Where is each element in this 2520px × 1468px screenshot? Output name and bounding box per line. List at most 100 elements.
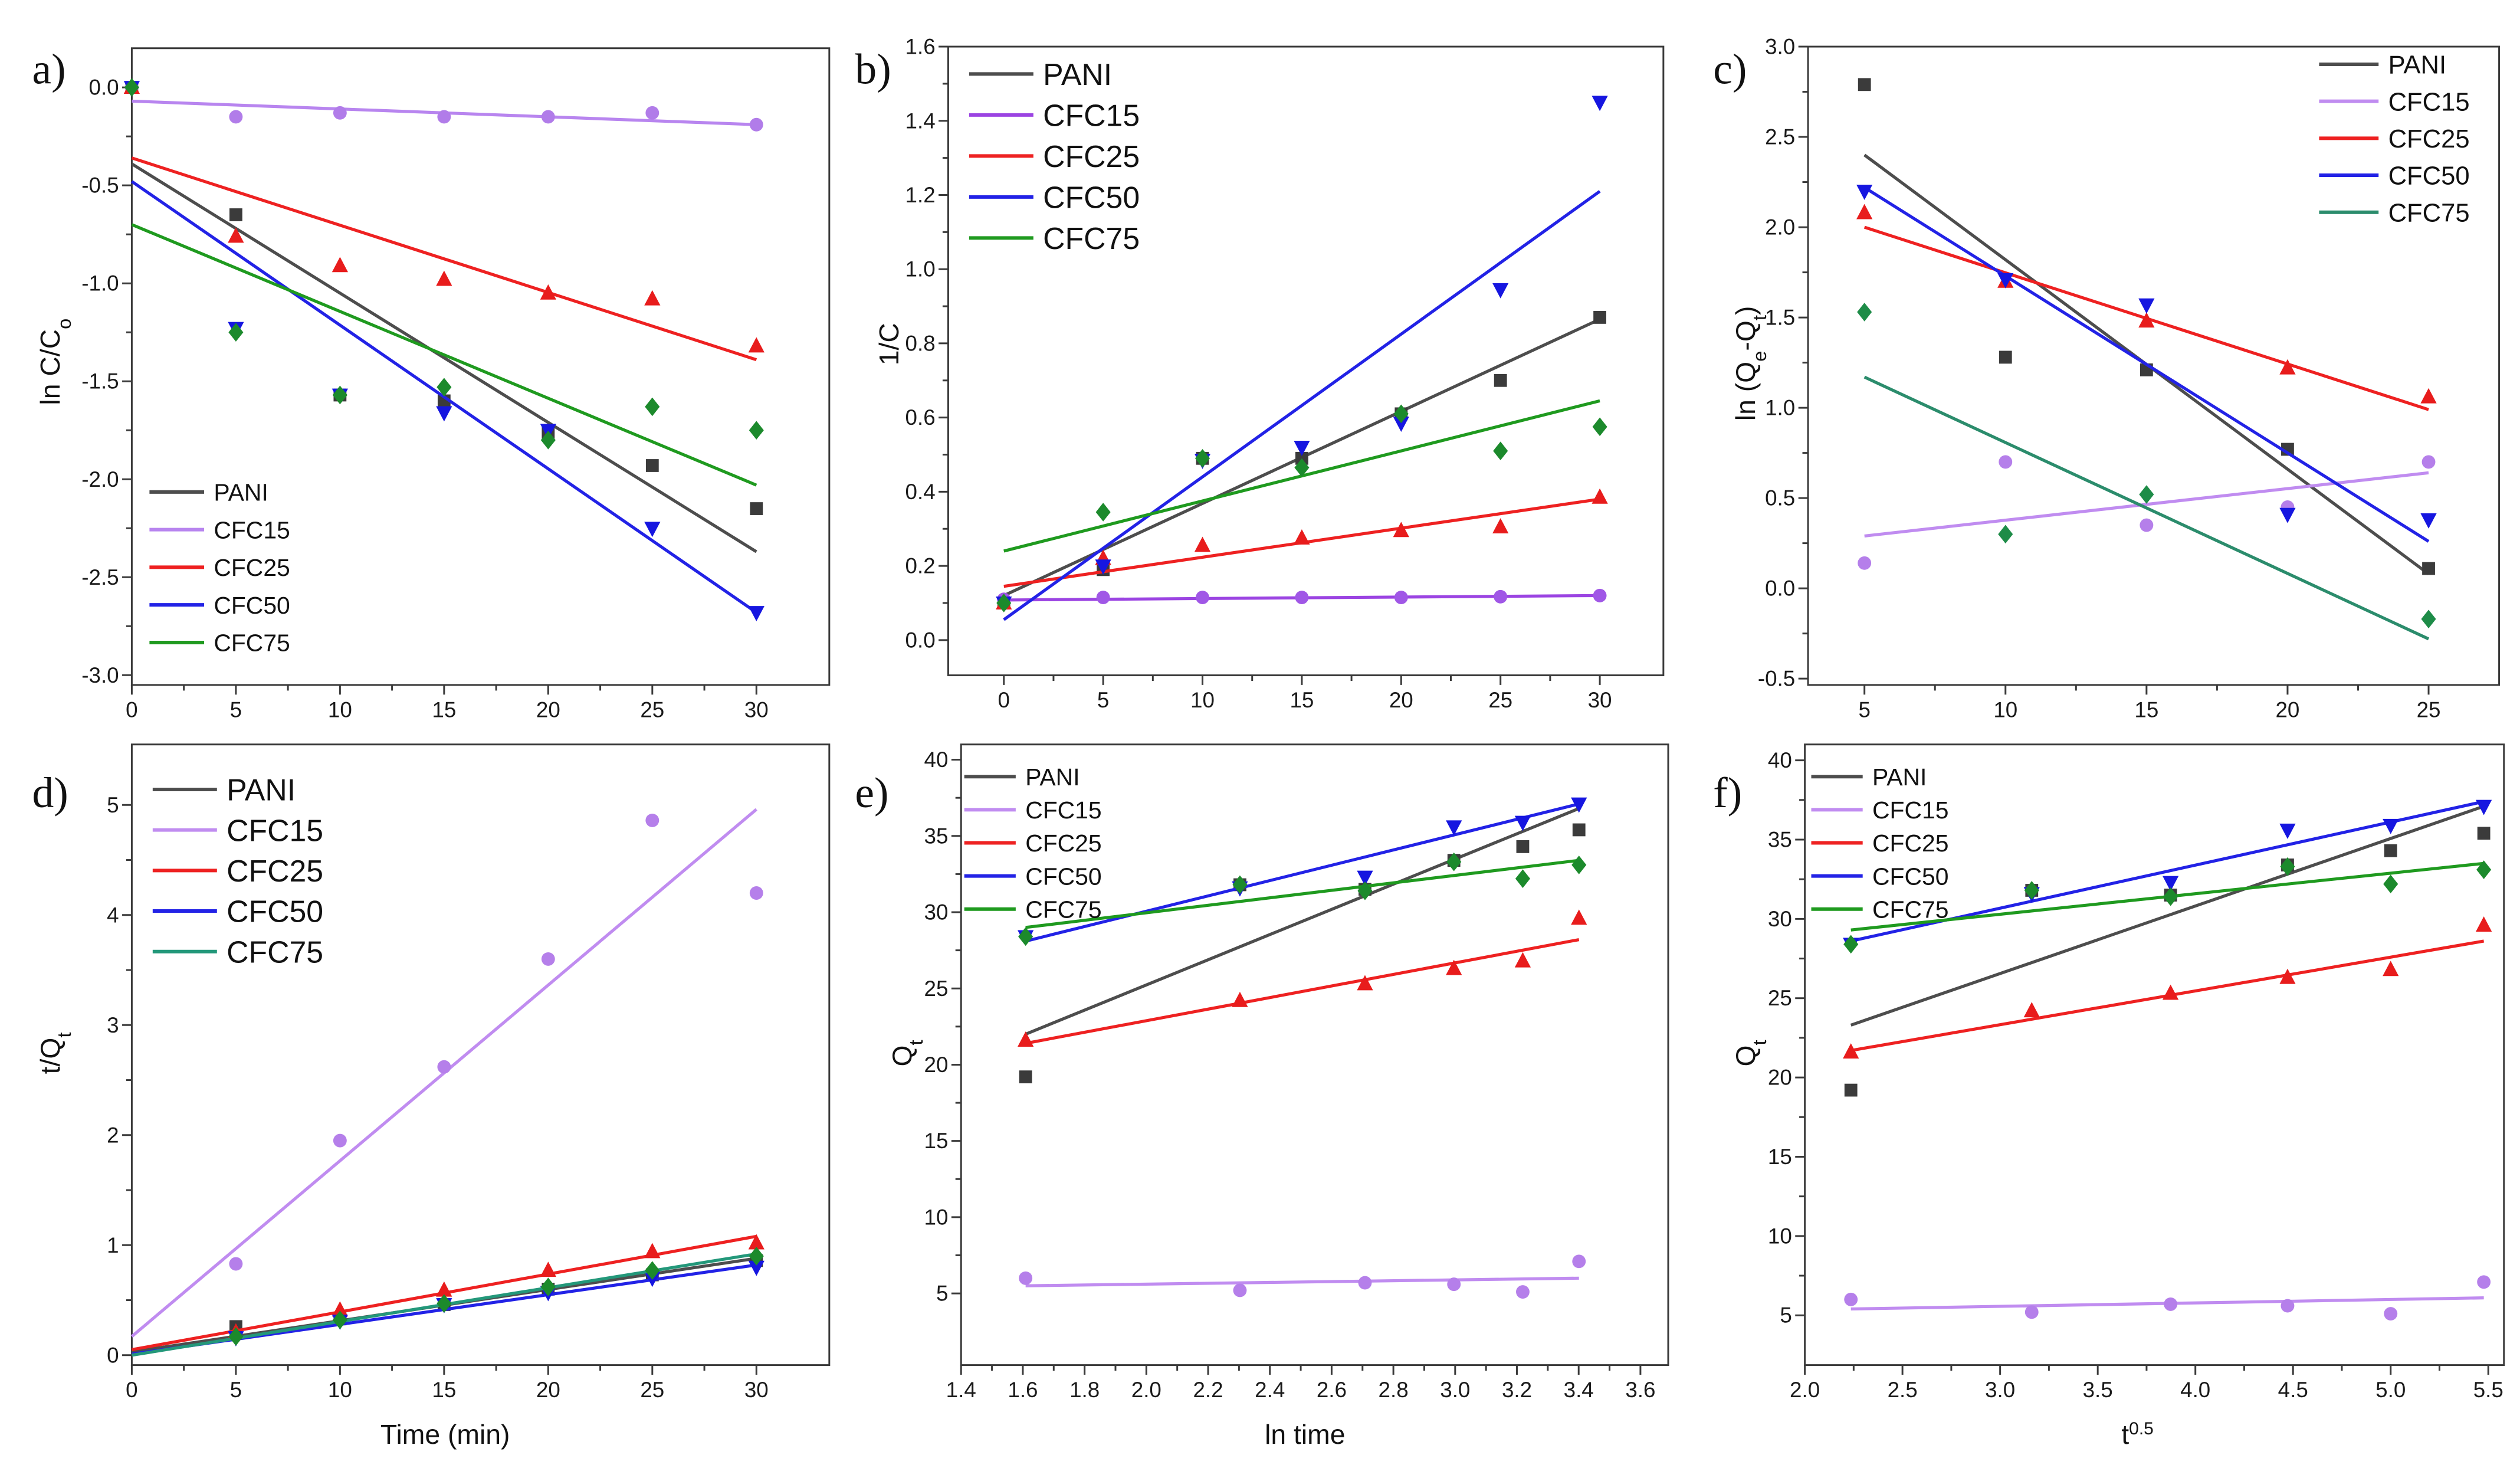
legend-label-cfc50: CFC50 (1043, 180, 1140, 214)
y-tick-label: 0.0 (89, 76, 119, 100)
cfc75-data-point (1843, 935, 1859, 954)
cfc50-data-point (748, 606, 764, 622)
x-tick-label: 4.5 (2278, 1378, 2308, 1402)
cfc50-data-point (1446, 820, 1462, 836)
cfc15-data-point (1844, 1292, 1858, 1306)
y-tick-label: 35 (924, 824, 949, 848)
cfc15-data-point (1358, 1276, 1372, 1290)
cfc75-data-point (437, 1294, 452, 1313)
y-tick-label: -1.5 (81, 369, 119, 394)
legend-label-cfc75: CFC75 (214, 630, 290, 657)
x-tick-label: 3.2 (1502, 1378, 1532, 1402)
cfc15-data-point (1394, 591, 1408, 604)
cfc75-data-point (2383, 874, 2398, 894)
cfc75-data-point (540, 1277, 556, 1296)
y-tick-label: 0.4 (905, 480, 936, 504)
y-axis-label-part: t (1748, 1040, 1770, 1045)
legend-label-pani: PANI (1872, 764, 1927, 791)
y-axis-label: Qt (1730, 1040, 1770, 1066)
pani-data-point (750, 502, 763, 515)
legend: PANI CFC15 CFC25 CFC50 CFC75 (969, 57, 1140, 255)
x-tick-label: 5.0 (2375, 1378, 2406, 1402)
panel-label: b) (855, 45, 891, 93)
x-tick-label: 15 (432, 1378, 456, 1402)
x-tick-label: 15 (432, 697, 456, 722)
cfc25-fit-line (131, 156, 757, 362)
x-axis-label: ln time (1265, 1419, 1345, 1450)
legend-label-pani: PANI (227, 773, 296, 807)
legend-label-cfc15: CFC15 (1025, 797, 1101, 824)
cfc50-data-point (2279, 823, 2296, 839)
y-tick-label: 20 (1768, 1066, 1792, 1090)
cfc25-data-point (748, 1234, 764, 1250)
series-cfc75 (131, 1247, 764, 1357)
cfc75-fit-line (1863, 375, 2430, 641)
cfc75-data-point (1446, 852, 1462, 871)
cfc50-data-point (2279, 507, 2296, 523)
cfc50-data-point (1856, 184, 1873, 200)
cfc25-data-point (748, 337, 764, 353)
legend-label-cfc50: CFC50 (1025, 863, 1101, 890)
cfc75-data-point (2421, 610, 2436, 628)
x-tick-label: 15 (1289, 688, 1314, 712)
panel-e: 1.4 1.6 1.8 2.0 2.2 2.4 2.6 2.8 3.0 3.2 3.4 3.6 5 10 1… (855, 743, 1669, 1450)
panel-label: f) (1713, 768, 1742, 817)
x-tick-label: 5 (230, 1378, 242, 1402)
legend-label-pani: PANI (214, 479, 268, 506)
y-tick-label: 0.8 (905, 331, 936, 355)
cfc15-data-point (2384, 1307, 2398, 1320)
y-tick-label: 30 (924, 900, 949, 925)
cfc25-data-point (1393, 522, 1409, 538)
y-tick-label: 5 (936, 1282, 948, 1306)
x-tick-label: 10 (328, 697, 352, 722)
series-cfc25 (131, 1234, 764, 1352)
cfc75-fit-line (1025, 858, 1580, 929)
legend-label-cfc15: CFC15 (2388, 88, 2470, 116)
x-tick-label: 10 (1993, 697, 2017, 722)
x-tick-label: 2.5 (1888, 1378, 1918, 1402)
cfc75-data-point (2024, 881, 2039, 900)
cfc75-data-point (1571, 856, 1587, 874)
cfc50-data-point (1571, 797, 1587, 813)
x-tick-label: 5 (230, 697, 242, 722)
y-axis-label-part: t/Q (35, 1038, 65, 1074)
panel-b: 0 5 10 15 20 25 30 0.0 0.2 0.4 0.6 0.8 1.0 1.2 1.4 1.6 P… (855, 35, 1665, 712)
y-axis-label: 1/C (874, 323, 904, 365)
y-axis-label-part: t (904, 1040, 926, 1045)
x-axis-label-part: ln time (1265, 1419, 1345, 1450)
cfc25-data-point (540, 1261, 556, 1277)
cfc75-data-point (1294, 458, 1310, 477)
x-axis-label: Time (min) (380, 1419, 510, 1450)
cfc25-data-point (2163, 984, 2179, 1000)
series-cfc15 (124, 80, 763, 132)
cfc15-fit-line (1025, 1276, 1579, 1287)
legend-label-cfc25: CFC25 (227, 854, 323, 888)
series-cfc75 (996, 399, 1607, 612)
cfc75-data-point (2476, 860, 2492, 879)
x-tick-label: 20 (536, 1378, 560, 1402)
cfc15-data-point (1593, 588, 1607, 602)
legend-label-cfc50: CFC50 (2388, 162, 2470, 191)
y-axis-label: t/Qt (35, 1032, 74, 1074)
x-tick-label: 25 (1488, 688, 1512, 712)
x-tick-label: 3.0 (1440, 1378, 1470, 1402)
legend-label-pani: PANI (1043, 57, 1112, 91)
cfc50-data-point (1393, 417, 1409, 432)
cfc15-data-point (1196, 591, 1209, 604)
cfc25-data-point (1018, 1031, 1034, 1047)
pani-data-point (2384, 844, 2397, 857)
cfc75-data-point (1095, 503, 1111, 522)
x-tick-label: 25 (640, 697, 664, 722)
y-tick-label: 40 (1768, 748, 1792, 772)
cfc15-data-point (1494, 589, 1508, 604)
cfc25-data-point (1446, 959, 1462, 975)
cfc75-data-point (332, 1310, 347, 1329)
cfc15-data-point (437, 1060, 451, 1074)
cfc75-data-point (996, 594, 1012, 612)
cfc50-fit-line (130, 180, 757, 614)
panel-label: d) (32, 768, 68, 817)
y-axis-label-part: ) (1730, 306, 1761, 315)
cfc15-data-point (1447, 1277, 1461, 1292)
y-tick-label: 0.0 (1765, 576, 1795, 601)
legend-label-cfc15: CFC15 (227, 813, 323, 847)
